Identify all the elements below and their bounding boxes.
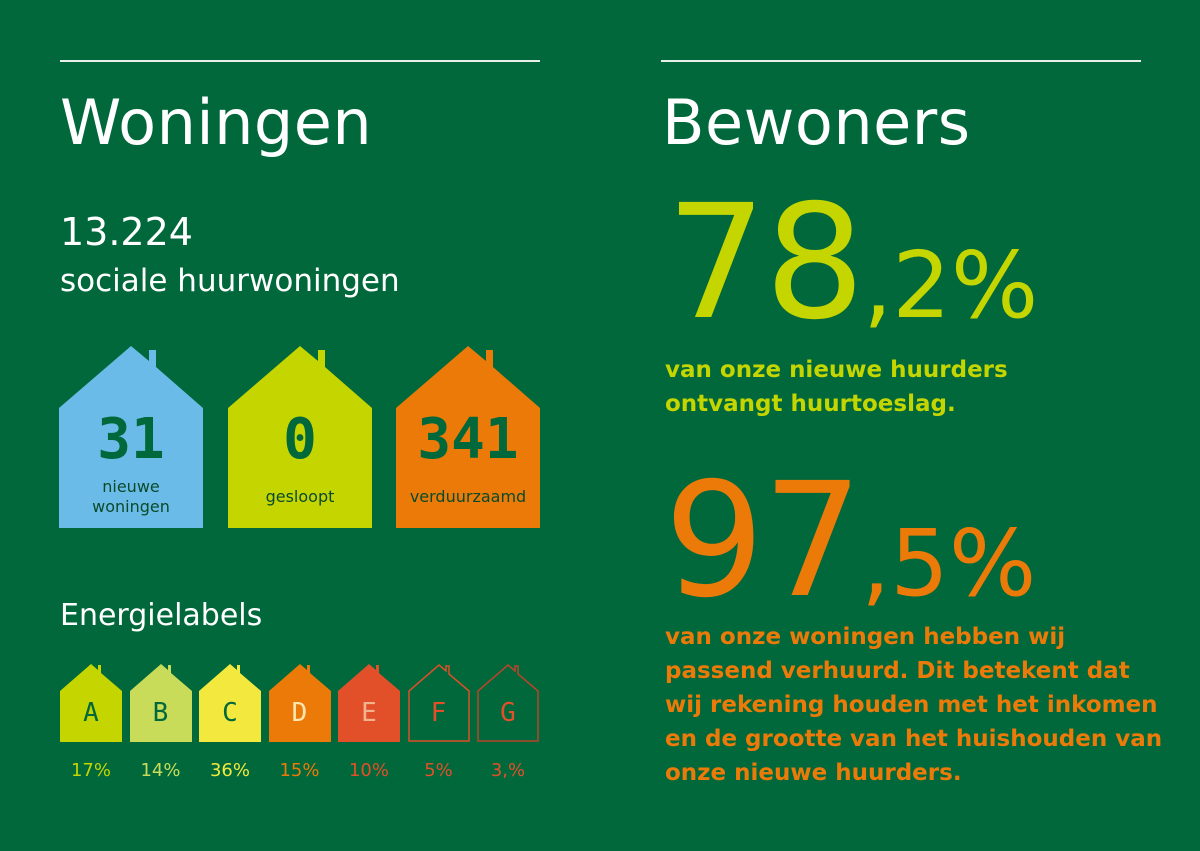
- energy-label-e: E: [338, 664, 400, 742]
- energy-label-letter: A: [83, 698, 99, 728]
- house-stat-value: 31: [97, 407, 165, 472]
- bewoners-title: Bewoners: [662, 86, 971, 159]
- passend-line: onze nieuwe huurders.: [665, 760, 962, 786]
- house-stat: 341 verduurzaamd: [396, 346, 540, 528]
- total-homes-count: 13.224: [60, 210, 193, 254]
- house-stat: 0 gesloopt: [228, 346, 372, 528]
- house-shape-icon: [228, 346, 372, 528]
- huurtoeslag-whole: 78: [666, 171, 865, 355]
- house-shape-icon: [129, 664, 192, 742]
- passend-decimal: ,5%: [861, 510, 1037, 617]
- passend-verhuurd-percentage: 97,5%: [664, 462, 1036, 620]
- energy-label-letter: C: [222, 698, 238, 728]
- huurtoeslag-percentage: 78,2%: [666, 184, 1038, 342]
- woningen-title: Woningen: [60, 86, 373, 159]
- energy-label-g: G: [477, 664, 539, 742]
- energy-label-letter: D: [291, 698, 308, 728]
- energy-label-percent: 10%: [348, 760, 389, 781]
- house-stat-label: nieuwe: [102, 477, 160, 496]
- house-stat-label: woningen: [92, 497, 170, 516]
- huurtoeslag-decimal: ,2%: [863, 232, 1039, 339]
- energy-label-a: A: [60, 664, 122, 742]
- passend-line: van onze woningen hebben wij: [665, 624, 1066, 650]
- house-shape-icon: [338, 664, 400, 742]
- house-shape-icon: [407, 664, 470, 742]
- passend-line: passend verhuurd. Dit betekent dat: [665, 658, 1130, 684]
- energy-label-percent: 17%: [70, 760, 111, 781]
- passend-line: wij rekening houden met het inkomen: [665, 692, 1158, 718]
- house-stat-value: 0: [283, 407, 317, 472]
- energy-label-percent: 14%: [140, 760, 181, 781]
- house-shape-icon: [59, 346, 203, 528]
- energy-label-letter: B: [152, 698, 169, 728]
- passend-line: en de grootte van het huishouden van: [665, 726, 1163, 752]
- energy-label-d: D: [268, 664, 331, 742]
- passend-whole: 97: [664, 449, 863, 633]
- energy-label-percent: 5%: [424, 760, 453, 781]
- energy-label-f: F: [407, 664, 470, 742]
- energielabels-title: Energielabels: [60, 598, 263, 633]
- divider-right: [661, 60, 1141, 62]
- house-shape-icon: [60, 664, 122, 742]
- energy-label-c: C: [199, 664, 261, 742]
- divider-left: [60, 60, 540, 62]
- house-shape-icon: [199, 664, 261, 742]
- energy-label-letter: E: [361, 698, 377, 728]
- huurtoeslag-line-2: ontvangt huurtoeslag.: [665, 391, 956, 417]
- house-shape-icon: [477, 664, 539, 742]
- huurtoeslag-line-1: van onze nieuwe huurders: [665, 357, 1008, 383]
- energy-label-letter: G: [500, 698, 516, 728]
- energy-label-b: B: [129, 664, 192, 742]
- house-stat-label: gesloopt: [265, 487, 335, 506]
- energy-label-letter: F: [430, 698, 447, 728]
- energy-label-percent: 36%: [209, 760, 250, 781]
- house-stat-value: 341: [417, 407, 519, 472]
- energy-label-percent: 3,%: [490, 760, 526, 781]
- house-shape-icon: [396, 346, 540, 528]
- energy-label-percent: 15%: [279, 760, 320, 781]
- house-shape-icon: [268, 664, 331, 742]
- house-stat: 31 nieuwe woningen: [59, 346, 203, 528]
- huurtoeslag-text: van onze nieuwe huurders ontvangt huurto…: [665, 353, 1008, 421]
- passend-verhuurd-text: van onze woningen hebben wij passend ver…: [665, 620, 1162, 790]
- house-stat-label: verduurzaamd: [409, 487, 527, 506]
- total-homes-label: sociale huurwoningen: [60, 263, 400, 299]
